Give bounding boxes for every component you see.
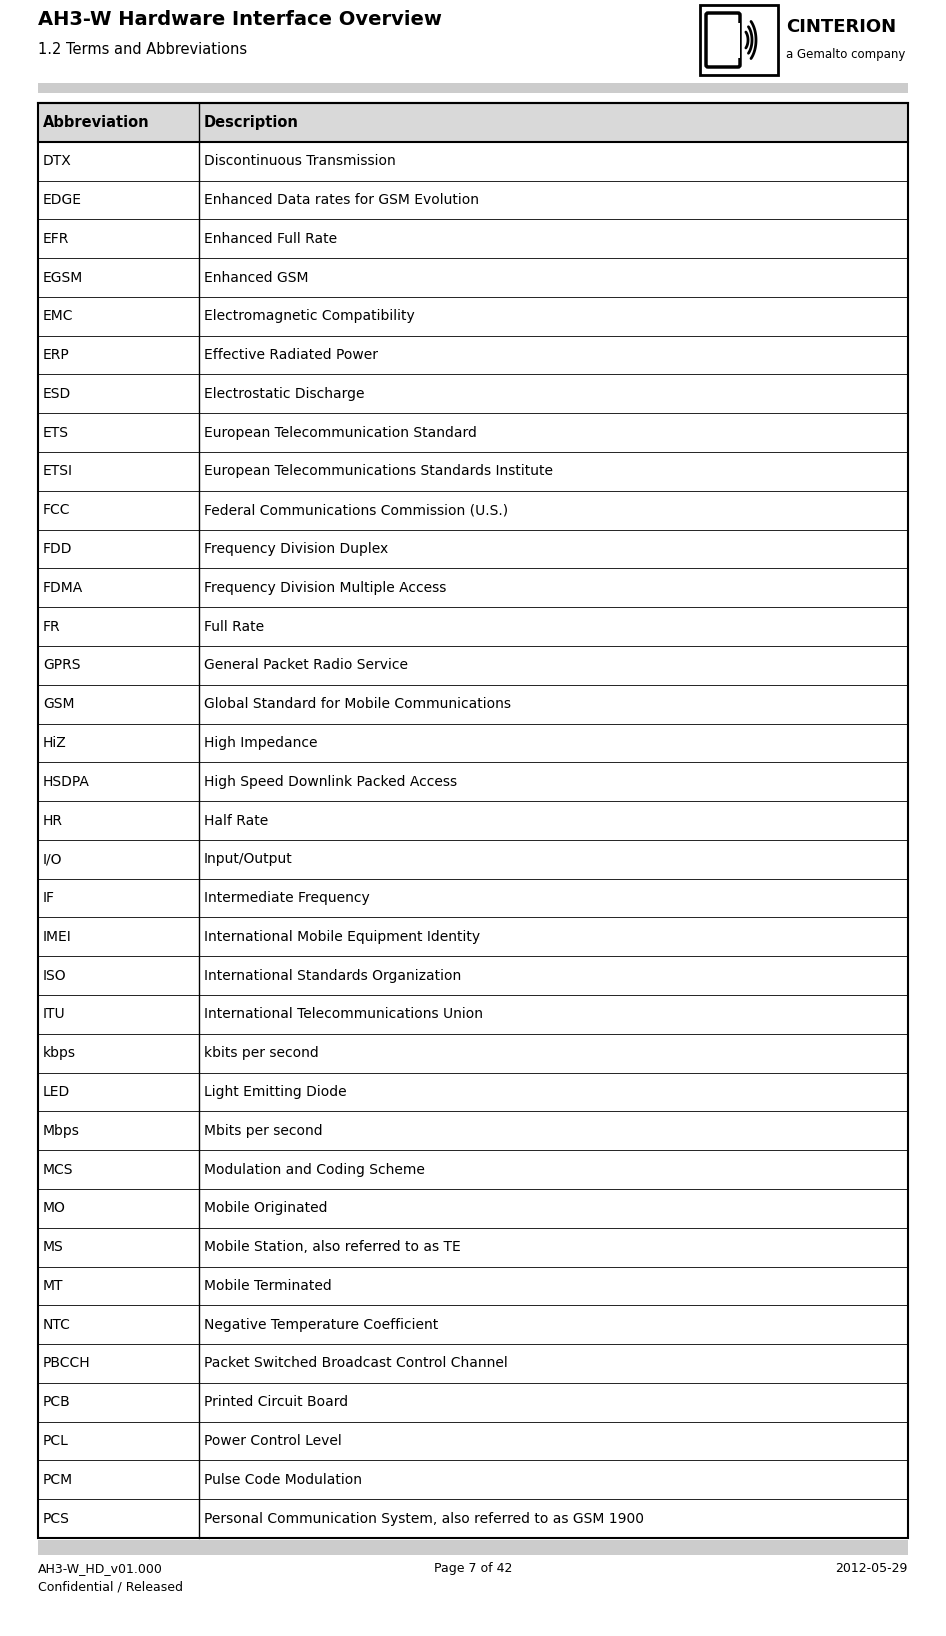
Text: GSM: GSM bbox=[43, 697, 75, 712]
Text: EGSM: EGSM bbox=[43, 270, 83, 285]
Text: European Telecommunication Standard: European Telecommunication Standard bbox=[204, 425, 477, 440]
Text: ITU: ITU bbox=[43, 1008, 65, 1021]
Text: FDD: FDD bbox=[43, 542, 73, 556]
Bar bbox=[38, 103, 908, 142]
Text: PCS: PCS bbox=[43, 1512, 70, 1526]
Text: Confidential / Released: Confidential / Released bbox=[38, 1580, 183, 1593]
Text: Federal Communications Commission (U.S.): Federal Communications Commission (U.S.) bbox=[204, 504, 508, 517]
Text: Discontinuous Transmission: Discontinuous Transmission bbox=[204, 154, 395, 169]
Text: International Mobile Equipment Identity: International Mobile Equipment Identity bbox=[204, 929, 480, 944]
Text: AH3-W Hardware Interface Overview: AH3-W Hardware Interface Overview bbox=[38, 10, 442, 29]
Text: European Telecommunications Standards Institute: European Telecommunications Standards In… bbox=[204, 465, 553, 478]
Bar bbox=[700, 5, 778, 75]
Text: Half Rate: Half Rate bbox=[204, 813, 269, 828]
Text: PBCCH: PBCCH bbox=[43, 1356, 91, 1371]
Text: Enhanced Data rates for GSM Evolution: Enhanced Data rates for GSM Evolution bbox=[204, 193, 479, 208]
Text: Intermediate Frequency: Intermediate Frequency bbox=[204, 892, 370, 905]
Text: MO: MO bbox=[43, 1201, 66, 1216]
Text: Mbps: Mbps bbox=[43, 1124, 79, 1137]
Text: kbits per second: kbits per second bbox=[204, 1045, 319, 1060]
Text: Electromagnetic Compatibility: Electromagnetic Compatibility bbox=[204, 309, 414, 324]
Text: Global Standard for Mobile Communications: Global Standard for Mobile Communication… bbox=[204, 697, 511, 712]
Text: Effective Radiated Power: Effective Radiated Power bbox=[204, 348, 378, 362]
Text: High Speed Downlink Packed Access: High Speed Downlink Packed Access bbox=[204, 775, 457, 789]
Text: ESD: ESD bbox=[43, 386, 71, 401]
Text: PCB: PCB bbox=[43, 1396, 71, 1409]
Text: Full Rate: Full Rate bbox=[204, 620, 264, 633]
Text: Page 7 of 42: Page 7 of 42 bbox=[434, 1562, 512, 1575]
Text: Mobile Station, also referred to as TE: Mobile Station, also referred to as TE bbox=[204, 1240, 461, 1255]
Text: IMEI: IMEI bbox=[43, 929, 72, 944]
Text: Frequency Division Duplex: Frequency Division Duplex bbox=[204, 542, 388, 556]
Text: 1.2 Terms and Abbreviations: 1.2 Terms and Abbreviations bbox=[38, 43, 247, 57]
Text: IF: IF bbox=[43, 892, 55, 905]
Text: NTC: NTC bbox=[43, 1317, 71, 1332]
Text: Mobile Terminated: Mobile Terminated bbox=[204, 1279, 332, 1292]
Text: MCS: MCS bbox=[43, 1163, 74, 1176]
Text: ETSI: ETSI bbox=[43, 465, 73, 478]
FancyBboxPatch shape bbox=[706, 13, 740, 67]
Text: Printed Circuit Board: Printed Circuit Board bbox=[204, 1396, 348, 1409]
Text: GPRS: GPRS bbox=[43, 658, 80, 672]
Text: HSDPA: HSDPA bbox=[43, 775, 90, 789]
Text: FDMA: FDMA bbox=[43, 581, 83, 596]
Text: Packet Switched Broadcast Control Channel: Packet Switched Broadcast Control Channe… bbox=[204, 1356, 508, 1371]
Text: Input/Output: Input/Output bbox=[204, 852, 292, 867]
Text: Description: Description bbox=[204, 115, 299, 129]
Text: LED: LED bbox=[43, 1085, 70, 1099]
Bar bbox=[38, 103, 908, 1538]
Text: Negative Temperature Coefficient: Negative Temperature Coefficient bbox=[204, 1317, 438, 1332]
Text: MS: MS bbox=[43, 1240, 63, 1255]
Text: High Impedance: High Impedance bbox=[204, 736, 318, 749]
Text: 2012-05-29: 2012-05-29 bbox=[835, 1562, 908, 1575]
Text: CINTERION: CINTERION bbox=[786, 18, 896, 36]
Text: HR: HR bbox=[43, 813, 63, 828]
Text: Power Control Level: Power Control Level bbox=[204, 1435, 342, 1448]
Text: EFR: EFR bbox=[43, 232, 69, 245]
Text: EMC: EMC bbox=[43, 309, 74, 324]
Text: Mbits per second: Mbits per second bbox=[204, 1124, 323, 1137]
Text: Enhanced Full Rate: Enhanced Full Rate bbox=[204, 232, 337, 245]
Text: Personal Communication System, also referred to as GSM 1900: Personal Communication System, also refe… bbox=[204, 1512, 644, 1526]
Text: HiZ: HiZ bbox=[43, 736, 67, 749]
Bar bbox=[725, 23, 740, 57]
Text: EDGE: EDGE bbox=[43, 193, 82, 208]
Text: Mobile Originated: Mobile Originated bbox=[204, 1201, 327, 1216]
Text: FCC: FCC bbox=[43, 504, 71, 517]
Text: I/O: I/O bbox=[43, 852, 62, 867]
Text: Electrostatic Discharge: Electrostatic Discharge bbox=[204, 386, 364, 401]
Bar bbox=[38, 83, 908, 93]
Text: Frequency Division Multiple Access: Frequency Division Multiple Access bbox=[204, 581, 447, 596]
Text: ETS: ETS bbox=[43, 425, 69, 440]
Text: General Packet Radio Service: General Packet Radio Service bbox=[204, 658, 408, 672]
Text: kbps: kbps bbox=[43, 1045, 76, 1060]
Text: International Telecommunications Union: International Telecommunications Union bbox=[204, 1008, 483, 1021]
Text: ERP: ERP bbox=[43, 348, 70, 362]
Text: MT: MT bbox=[43, 1279, 63, 1292]
Text: DTX: DTX bbox=[43, 154, 72, 169]
Text: Abbreviation: Abbreviation bbox=[43, 115, 149, 129]
Text: International Standards Organization: International Standards Organization bbox=[204, 969, 462, 983]
Text: Pulse Code Modulation: Pulse Code Modulation bbox=[204, 1472, 362, 1487]
Text: Modulation and Coding Scheme: Modulation and Coding Scheme bbox=[204, 1163, 425, 1176]
Text: AH3-W_HD_v01.000: AH3-W_HD_v01.000 bbox=[38, 1562, 163, 1575]
Text: PCM: PCM bbox=[43, 1472, 73, 1487]
Text: ISO: ISO bbox=[43, 969, 66, 983]
Text: Enhanced GSM: Enhanced GSM bbox=[204, 270, 308, 285]
Text: PCL: PCL bbox=[43, 1435, 69, 1448]
Text: FR: FR bbox=[43, 620, 61, 633]
Text: Light Emitting Diode: Light Emitting Diode bbox=[204, 1085, 346, 1099]
Bar bbox=[38, 1539, 908, 1554]
Text: a Gemalto company: a Gemalto company bbox=[786, 47, 905, 61]
